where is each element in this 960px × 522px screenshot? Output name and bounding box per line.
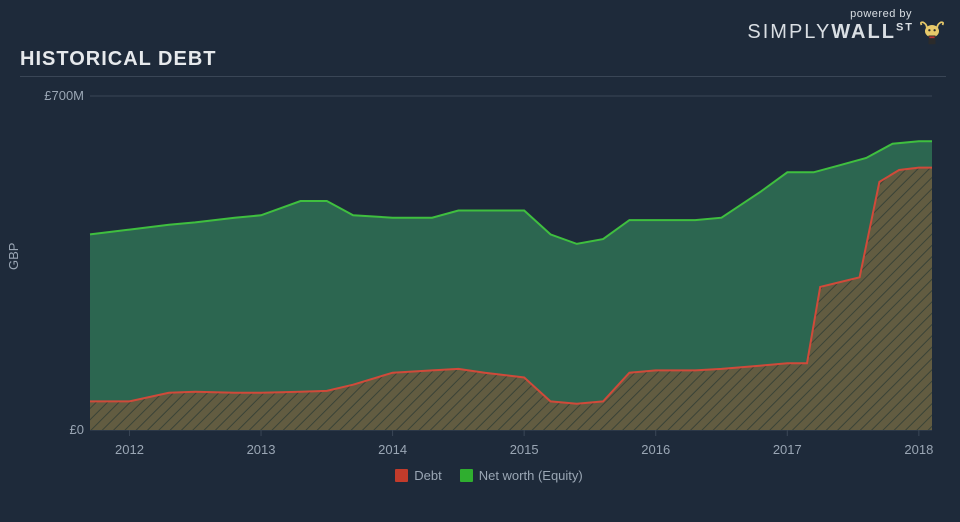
y-tick-label: £0	[70, 422, 84, 437]
historical-debt-chart	[0, 0, 960, 522]
x-tick-label: 2012	[115, 442, 144, 457]
x-tick-label: 2016	[641, 442, 670, 457]
legend-label-debt: Debt	[414, 468, 441, 483]
x-tick-label: 2013	[247, 442, 276, 457]
x-tick-label: 2018	[904, 442, 933, 457]
legend-label-equity: Net worth (Equity)	[479, 468, 583, 483]
legend-swatch-equity	[460, 469, 473, 482]
x-tick-label: 2017	[773, 442, 802, 457]
x-tick-label: 2015	[510, 442, 539, 457]
x-tick-label: 2014	[378, 442, 407, 457]
legend-swatch-debt	[395, 469, 408, 482]
y-tick-label: £700M	[44, 88, 84, 103]
chart-legend: Debt Net worth (Equity)	[0, 468, 960, 483]
